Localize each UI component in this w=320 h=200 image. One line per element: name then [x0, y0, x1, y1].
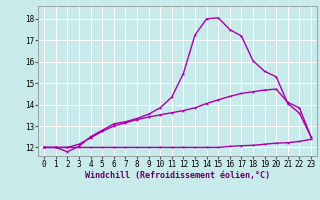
X-axis label: Windchill (Refroidissement éolien,°C): Windchill (Refroidissement éolien,°C) — [85, 171, 270, 180]
